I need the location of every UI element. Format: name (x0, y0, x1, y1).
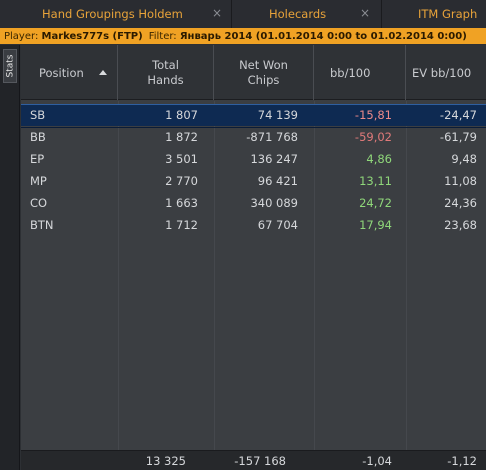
stats-table: Position Total Hands Net Won Chips bb/10… (21, 45, 486, 470)
cell-net-won: 136 247 (250, 152, 298, 166)
cell-total-hands: 3 501 (165, 152, 198, 166)
table-header: Position Total Hands Net Won Chips bb/10… (21, 45, 486, 100)
column-header-net-won-chips[interactable]: Net Won Chips (214, 45, 314, 100)
cell-ev-bb100: -61,79 (439, 130, 477, 144)
cell-position: BB (30, 130, 46, 144)
table-row[interactable]: BB 1 872 -871 768 -59,02 -61,79 (21, 126, 486, 148)
cell-bb100: 24,72 (359, 196, 392, 210)
cell-position: BTN (30, 218, 54, 232)
cell-net-won: -871 768 (246, 130, 298, 144)
cell-position: SB (30, 108, 46, 122)
cell-bb100: 13,11 (359, 174, 392, 188)
column-header-position[interactable]: Position (21, 45, 118, 100)
cell-position: MP (30, 174, 47, 188)
column-header-ev-bb100[interactable]: EV bb/100 (406, 45, 486, 100)
close-icon[interactable]: × (360, 6, 371, 20)
tab-label: Hand Groupings Holdem (42, 7, 183, 21)
cell-total-hands: 1 872 (165, 130, 198, 144)
close-icon[interactable]: × (212, 6, 223, 20)
table-row[interactable]: CO 1 663 340 089 24,72 24,36 (21, 192, 486, 214)
tab-label: Holecards (269, 7, 327, 21)
cell-net-won: 340 089 (250, 196, 298, 210)
column-header-label: bb/100 (330, 65, 371, 80)
tab-bar: Hand Groupings Holdem × Holecards × ITM … (0, 0, 486, 28)
stats-tab-label: Stats (5, 54, 16, 78)
column-header-label: Total (152, 57, 179, 72)
filter-label: Filter: (148, 30, 177, 42)
cell-position: CO (30, 196, 48, 210)
cell-bb100: -15,81 (354, 108, 392, 122)
cell-ev-bb100: 11,08 (444, 174, 477, 188)
cell-total-hands: 1 807 (165, 108, 198, 122)
cell-ev-bb100: 9,48 (451, 152, 477, 166)
table-row[interactable]: SB 1 807 74 139 -15,81 -24,47 (21, 104, 486, 128)
filter-value: Январь 2014 (01.01.2014 0:00 to 01.02.20… (179, 30, 467, 42)
cell-total-hands: 2 770 (165, 174, 198, 188)
cell-bb100: -59,02 (354, 130, 392, 144)
filter-bar: Player: Markes777s (FTP) Filter: Январь 2… (0, 28, 486, 44)
cell-bb100: 4,86 (366, 152, 392, 166)
column-header-label: Net Won (239, 57, 288, 72)
column-header-label: Chips (247, 72, 280, 87)
player-label: Player: (4, 30, 39, 42)
cell-net-won: 74 139 (257, 108, 298, 122)
stats-tab[interactable]: Stats (3, 49, 17, 83)
column-header-label: EV bb/100 (412, 65, 472, 80)
cell-total-hands: 1 663 (165, 196, 198, 210)
total-hands: 13 325 (145, 454, 186, 468)
total-net-won: -157 168 (234, 454, 286, 468)
cell-net-won: 67 704 (257, 218, 298, 232)
table-row[interactable]: EP 3 501 136 247 4,86 9,48 (21, 148, 486, 170)
tab-label: ITM Graph (418, 7, 478, 21)
column-header-label: Position (39, 65, 84, 80)
player-value: Markes777s (FTP) (41, 30, 143, 42)
total-ev-bb100: -1,12 (447, 454, 477, 468)
cell-ev-bb100: -24,47 (439, 108, 477, 122)
column-header-label: Hands (147, 72, 184, 87)
sort-up-icon (99, 70, 107, 75)
column-header-bb100[interactable]: bb/100 (314, 45, 406, 100)
cell-position: EP (30, 152, 45, 166)
tab-hand-groupings-holdem[interactable]: Hand Groupings Holdem × (0, 0, 232, 28)
tab-itm-graph[interactable]: ITM Graph (382, 0, 486, 28)
cell-ev-bb100: 23,68 (444, 218, 477, 232)
table-totals-row: 13 325 -157 168 -1,04 -1,12 (21, 450, 486, 470)
cell-total-hands: 1 712 (165, 218, 198, 232)
column-header-total-hands[interactable]: Total Hands (118, 45, 214, 100)
cell-ev-bb100: 24,36 (444, 196, 477, 210)
cell-net-won: 96 421 (257, 174, 298, 188)
table-row[interactable]: MP 2 770 96 421 13,11 11,08 (21, 170, 486, 192)
cell-bb100: 17,94 (359, 218, 392, 232)
tab-holecards[interactable]: Holecards × (232, 0, 382, 28)
total-bb100: -1,04 (362, 454, 392, 468)
stats-sidebar: Stats (0, 45, 20, 470)
table-row[interactable]: BTN 1 712 67 704 17,94 23,68 (21, 214, 486, 236)
